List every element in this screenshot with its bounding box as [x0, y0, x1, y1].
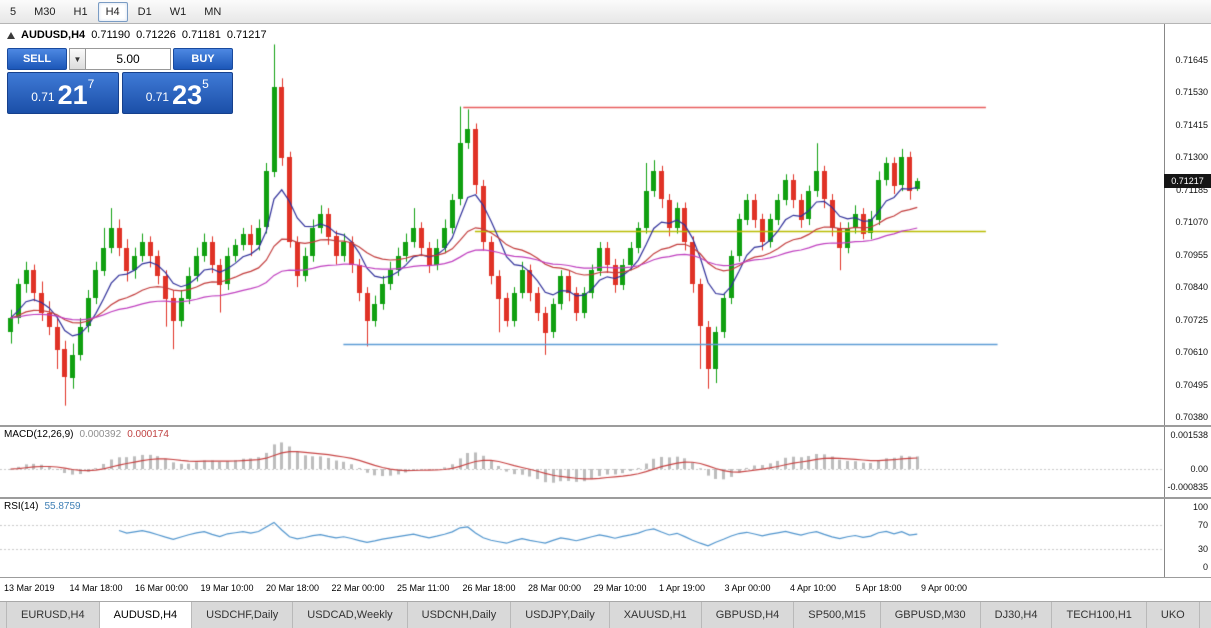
chart-symbol-title: AUDUSD,H4 — [21, 29, 86, 41]
macd-label: MACD(12,26,9) 0.000392 0.000174 — [4, 429, 169, 440]
buy-price-sup: 5 — [202, 77, 209, 91]
sell-price-box[interactable]: 0.71 21 7 — [7, 72, 119, 114]
rsi-axis-tick: 100 — [1192, 502, 1208, 512]
sell-price-prefix: 0.71 — [31, 90, 55, 104]
macd-signal-value: 0.000174 — [127, 429, 169, 440]
macd-canvas[interactable] — [0, 427, 1164, 497]
ohlc-open: 0.71190 — [91, 29, 131, 41]
chart-tab-usdcnh-daily[interactable]: USDCNH,Daily — [408, 602, 512, 628]
price-axis-tick: 0.71185 — [1176, 184, 1208, 195]
timeframe-button-h1[interactable]: H1 — [73, 5, 88, 18]
price-axis-tick: 0.70495 — [1175, 379, 1208, 390]
macd-axis[interactable]: 0.001538 0.00 -0.000835 — [1164, 427, 1211, 497]
price-axis-tick: 0.70610 — [1175, 347, 1208, 358]
time-axis-label: 19 Mar 10:00 — [200, 583, 254, 593]
timeframe-button-m30[interactable]: M30 — [34, 5, 56, 18]
panel-splitter-macd[interactable] — [0, 425, 1211, 427]
time-axis-label: 3 Apr 00:00 — [724, 583, 771, 593]
time-axis-label: 28 Mar 00:00 — [528, 583, 582, 593]
volume-dropdown-button[interactable]: ▼ — [69, 48, 86, 70]
ohlc-close: 0.71217 — [226, 29, 267, 41]
time-axis-label: 9 Apr 00:00 — [921, 583, 968, 593]
chart-tab-usdjpy-daily[interactable]: USDJPY,Daily — [511, 602, 610, 628]
chart-tab-dj30-h4[interactable]: DJ30,H4 — [981, 602, 1053, 628]
rsi-axis-tick: 30 — [1197, 544, 1208, 554]
rsi-name: RSI(14) — [4, 501, 39, 512]
time-axis-label: 16 Mar 00:00 — [135, 583, 189, 593]
price-axis-tick: 0.70725 — [1175, 314, 1208, 325]
macd-axis-tick: -0.000835 — [1167, 482, 1208, 493]
time-axis-label: 29 Mar 10:00 — [593, 583, 647, 593]
volume-combo: ▼ 5.00 — [69, 48, 171, 70]
volume-input[interactable]: 5.00 — [86, 48, 171, 70]
chart-tab-gbpusd-h4[interactable]: GBPUSD,H4 — [702, 602, 795, 628]
price-axis-tick: 0.71300 — [1175, 152, 1208, 163]
chart-tab-uko[interactable]: UKO — [1147, 602, 1200, 628]
price-axis-tick: 0.70955 — [1175, 249, 1208, 260]
sell-price-big: 21 — [57, 80, 88, 110]
time-axis-label: 25 Mar 11:00 — [397, 583, 450, 593]
macd-main-value: 0.000392 — [79, 429, 122, 440]
price-axis-tick: 0.70380 — [1175, 411, 1208, 422]
rsi-label: RSI(14) 55.8759 — [4, 501, 81, 512]
timeframe-button-5[interactable]: 5 — [10, 5, 17, 18]
rsi-axis-tick: 70 — [1197, 520, 1208, 530]
ohlc-high: 0.71226 — [136, 29, 176, 41]
chevron-down-icon: ▼ — [73, 54, 82, 64]
chart-tabs-bar: EURUSD,H4 AUDUSD,H4 USDCHF,Daily USDCAD,Wee… — [0, 601, 1211, 628]
timeframe-button-w1[interactable]: W1 — [169, 5, 187, 18]
price-axis[interactable]: 0.71645 0.71530 0.71415 0.71300 0.71185 0.710… — [1164, 24, 1211, 425]
chart-tab-xauusd-h1[interactable]: XAUUSD,H1 — [610, 602, 702, 628]
rsi-axis[interactable]: 100 70 30 0 — [1164, 499, 1211, 577]
timeframe-toolbar: 5 M30 H1 H4 D1 W1 MN — [0, 0, 1211, 24]
time-axis-label: 4 Apr 10:00 — [790, 583, 837, 593]
collapse-triangle-icon[interactable] — [7, 31, 15, 39]
price-axis-tick: 0.71645 — [1175, 55, 1208, 65]
macd-axis-tick: 0.001538 — [1170, 430, 1208, 440]
buy-button[interactable]: BUY — [173, 48, 233, 70]
timeframe-button-h4[interactable]: H4 — [97, 1, 128, 22]
rsi-axis-tick: 0 — [1202, 562, 1208, 572]
chart-tab-tech100-h1[interactable]: TECH100,H1 — [1052, 602, 1147, 628]
sell-price-sup: 7 — [87, 77, 95, 91]
price-axis-tick: 0.71070 — [1175, 217, 1208, 228]
price-axis-tick: 0.70840 — [1175, 282, 1208, 293]
main-chart-region: AUDUSD,H4 0.71190 0.71226 0.71181 0.7121… — [0, 24, 1164, 425]
time-axis-label: 13 Mar 2019 — [4, 583, 55, 593]
panel-splitter-rsi[interactable] — [0, 497, 1211, 499]
timeframe-button-mn[interactable]: MN — [204, 5, 222, 18]
time-axis[interactable]: 13 Mar 2019 14 Mar 18:00 16 Mar 00:00 19 Ma… — [0, 578, 1211, 601]
macd-name: MACD(12,26,9) — [4, 429, 74, 440]
chart-tab-sp500-m15[interactable]: SP500,M15 — [794, 602, 881, 628]
macd-axis-tick: 0.00 — [1190, 464, 1208, 474]
buy-price-prefix: 0.71 — [145, 90, 170, 104]
chart-header: AUDUSD,H4 0.71190 0.71226 0.71181 0.7121… — [7, 29, 267, 41]
time-axis-label: 5 Apr 18:00 — [855, 583, 902, 593]
current-price-badge: 0.71217 — [1164, 173, 1211, 188]
time-axis-label: 14 Mar 18:00 — [69, 583, 123, 593]
rsi-canvas[interactable] — [0, 499, 1164, 577]
chart-tab-usdchf-daily[interactable]: USDCHF,Daily — [192, 602, 294, 628]
ohlc-low: 0.71181 — [181, 29, 221, 41]
sell-button[interactable]: SELL — [7, 48, 67, 70]
buy-price-big: 23 — [172, 80, 203, 110]
time-axis-label: 20 Mar 18:00 — [266, 583, 320, 593]
chart-tab-audusd-h4[interactable]: AUDUSD,H4 — [99, 602, 193, 628]
macd-panel: MACD(12,26,9) 0.000392 0.000174 — [0, 427, 1164, 497]
time-axis-label: 26 Mar 18:00 — [462, 583, 516, 593]
time-axis-label: 1 Apr 19:00 — [659, 583, 706, 593]
chart-tab-gbpusd-m30[interactable]: GBPUSD,M30 — [881, 602, 981, 628]
rsi-panel: RSI(14) 55.8759 — [0, 499, 1164, 577]
price-axis-tick: 0.71530 — [1175, 87, 1208, 98]
timeframe-button-d1[interactable]: D1 — [137, 5, 152, 18]
one-click-trading-panel: SELL ▼ 5.00 BUY 0.71 21 7 0.71 23 — [7, 48, 233, 114]
time-axis-separator — [0, 577, 1211, 578]
price-axis-tick: 0.71415 — [1175, 119, 1208, 130]
time-axis-label: 22 Mar 00:00 — [331, 583, 385, 593]
chart-tab-eurusd-h4[interactable]: EURUSD,H4 — [6, 602, 100, 628]
rsi-value: 55.8759 — [44, 501, 81, 512]
buy-price-box[interactable]: 0.71 23 5 — [121, 72, 233, 114]
chart-tab-usdcad-weekly[interactable]: USDCAD,Weekly — [293, 602, 408, 628]
